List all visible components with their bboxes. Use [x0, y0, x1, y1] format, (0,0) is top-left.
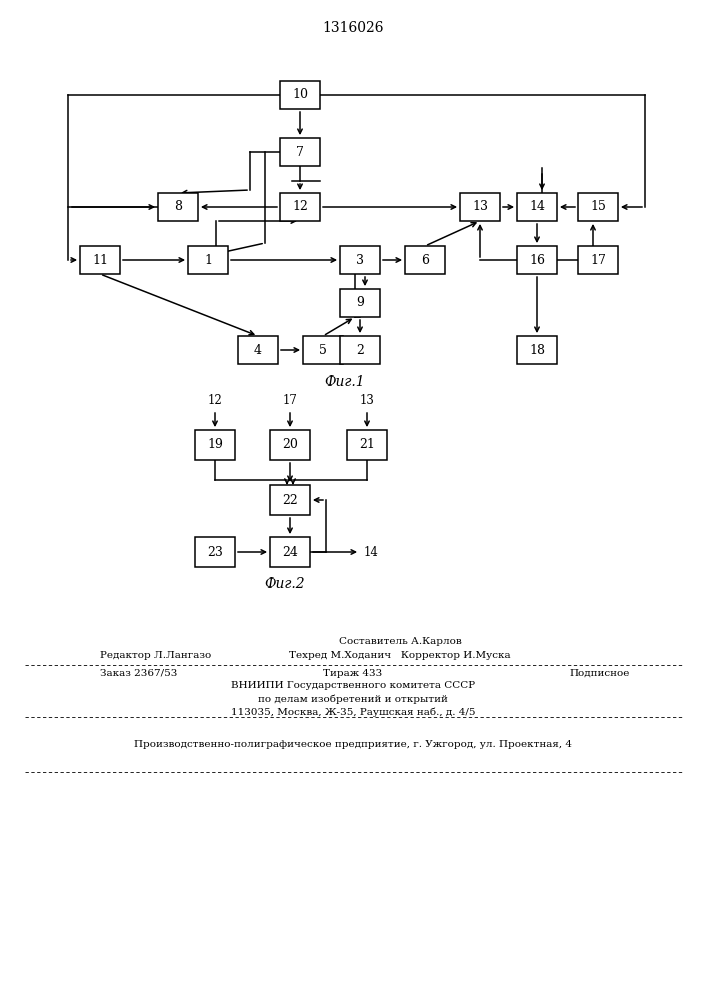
- Text: по делам изобретений и открытий: по делам изобретений и открытий: [258, 694, 448, 704]
- Text: Тираж 433: Тираж 433: [323, 668, 382, 678]
- Bar: [158, 193, 198, 221]
- Text: 19: 19: [207, 438, 223, 452]
- Text: 16: 16: [529, 253, 545, 266]
- Text: 15: 15: [590, 200, 606, 214]
- Text: 12: 12: [292, 200, 308, 214]
- Bar: [280, 138, 320, 166]
- Bar: [270, 537, 310, 567]
- Bar: [270, 430, 310, 460]
- Text: 9: 9: [356, 296, 364, 310]
- Text: Заказ 2367/53: Заказ 2367/53: [100, 668, 177, 678]
- Text: 17: 17: [590, 253, 606, 266]
- Text: 2: 2: [356, 344, 364, 357]
- Bar: [460, 193, 500, 221]
- Bar: [405, 246, 445, 274]
- Text: 22: 22: [282, 493, 298, 506]
- Text: ВНИИПИ Государственного комитета СССР: ВНИИПИ Государственного комитета СССР: [231, 682, 475, 690]
- Text: 20: 20: [282, 438, 298, 452]
- Bar: [578, 193, 618, 221]
- Text: 13: 13: [472, 200, 488, 214]
- Bar: [340, 246, 380, 274]
- Bar: [347, 430, 387, 460]
- Text: 3: 3: [356, 253, 364, 266]
- Bar: [303, 336, 343, 364]
- Bar: [80, 246, 120, 274]
- Bar: [517, 336, 557, 364]
- Text: 14: 14: [529, 200, 545, 214]
- Text: 13: 13: [360, 394, 375, 407]
- Bar: [340, 336, 380, 364]
- Text: Фиг.1: Фиг.1: [325, 375, 366, 389]
- Bar: [238, 336, 278, 364]
- Text: Редактор Л.Лангазо: Редактор Л.Лангазо: [100, 652, 211, 660]
- Text: 5: 5: [319, 344, 327, 357]
- Text: 18: 18: [529, 344, 545, 357]
- Bar: [188, 246, 228, 274]
- Text: 8: 8: [174, 200, 182, 214]
- Text: 1316026: 1316026: [322, 21, 384, 35]
- Text: 17: 17: [283, 394, 298, 407]
- Text: 6: 6: [421, 253, 429, 266]
- Text: 24: 24: [282, 546, 298, 558]
- Text: 14: 14: [364, 546, 379, 558]
- Bar: [270, 485, 310, 515]
- Text: 12: 12: [208, 394, 223, 407]
- Text: Составитель А.Карлов: Составитель А.Карлов: [339, 637, 462, 646]
- Bar: [195, 537, 235, 567]
- Bar: [280, 81, 320, 109]
- Bar: [517, 246, 557, 274]
- Text: 10: 10: [292, 89, 308, 102]
- Text: 1: 1: [204, 253, 212, 266]
- Text: 23: 23: [207, 546, 223, 558]
- Text: 21: 21: [359, 438, 375, 452]
- Bar: [517, 193, 557, 221]
- Bar: [340, 289, 380, 317]
- Text: Техред М.Ходанич   Корректор И.Муска: Техред М.Ходанич Корректор И.Муска: [289, 652, 511, 660]
- Text: Подписное: Подписное: [570, 668, 630, 678]
- Bar: [280, 193, 320, 221]
- Text: Фиг.2: Фиг.2: [264, 577, 305, 591]
- Text: 11: 11: [92, 253, 108, 266]
- Text: 4: 4: [254, 344, 262, 357]
- Bar: [195, 430, 235, 460]
- Text: 7: 7: [296, 145, 304, 158]
- Text: Производственно-полиграфическое предприятие, г. Ужгород, ул. Проектная, 4: Производственно-полиграфическое предприя…: [134, 740, 572, 749]
- Bar: [578, 246, 618, 274]
- Text: 113035, Москва, Ж-35, Раушская наб., д. 4/5: 113035, Москва, Ж-35, Раушская наб., д. …: [230, 707, 475, 717]
